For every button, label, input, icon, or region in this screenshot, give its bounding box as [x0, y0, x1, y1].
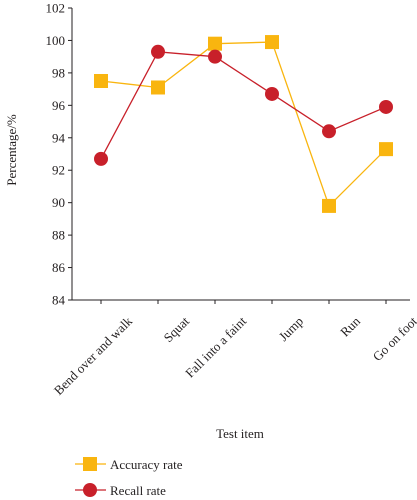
x-tick-label: Go on foot — [370, 313, 417, 364]
data-point-square — [94, 74, 108, 88]
legend-label: Accuracy rate — [110, 457, 183, 472]
x-tick-label: Fall into a faint — [182, 313, 249, 380]
series-accuracy-rate — [94, 35, 393, 213]
data-point-circle — [151, 44, 165, 59]
tick-labels: 84 86 88 90 92 94 96 98 100 102 Bend over and walk… — [46, 1, 417, 398]
data-point-circle — [379, 99, 393, 114]
data-point-square — [208, 36, 222, 51]
y-tick-label: 84 — [52, 293, 66, 308]
y-axis-label: Percentage/% — [4, 114, 19, 186]
data-point-circle — [208, 49, 222, 64]
legend: Accuracy rate Recall rate — [75, 457, 183, 498]
data-point-circle — [265, 86, 279, 101]
y-tick-label: 92 — [52, 163, 65, 178]
y-tick-label: 86 — [52, 260, 66, 275]
x-tick-label: Squat — [161, 313, 193, 345]
axes — [68, 7, 410, 304]
y-tick-label: 94 — [52, 130, 66, 145]
y-tick-label: 102 — [46, 1, 66, 16]
series-recall-rate — [94, 44, 393, 166]
y-tick-label: 90 — [52, 195, 65, 210]
x-axis-label: Test item — [216, 426, 264, 441]
data-series — [94, 35, 393, 213]
series-line — [100, 41, 387, 208]
legend-item: Recall rate — [75, 483, 166, 498]
y-tick-label: 98 — [52, 65, 65, 80]
data-point-square — [379, 142, 393, 157]
legend-marker-circle — [83, 483, 97, 497]
x-tick-label: Bend over and walk — [51, 313, 136, 398]
y-tick-label: 100 — [46, 33, 66, 48]
legend-item: Accuracy rate — [75, 457, 183, 472]
data-point-square — [265, 35, 279, 50]
series-line — [100, 51, 387, 160]
y-tick-label: 96 — [52, 98, 66, 113]
y-tick-label: 88 — [52, 228, 65, 243]
legend-marker-square — [83, 457, 97, 471]
x-tick-label: Run — [337, 313, 363, 339]
data-point-square — [322, 198, 336, 213]
x-tick-label: Jump — [276, 314, 307, 345]
legend-label: Recall rate — [110, 483, 166, 498]
data-point-circle — [322, 124, 336, 139]
data-point-square — [151, 80, 165, 95]
data-point-circle — [94, 151, 108, 166]
